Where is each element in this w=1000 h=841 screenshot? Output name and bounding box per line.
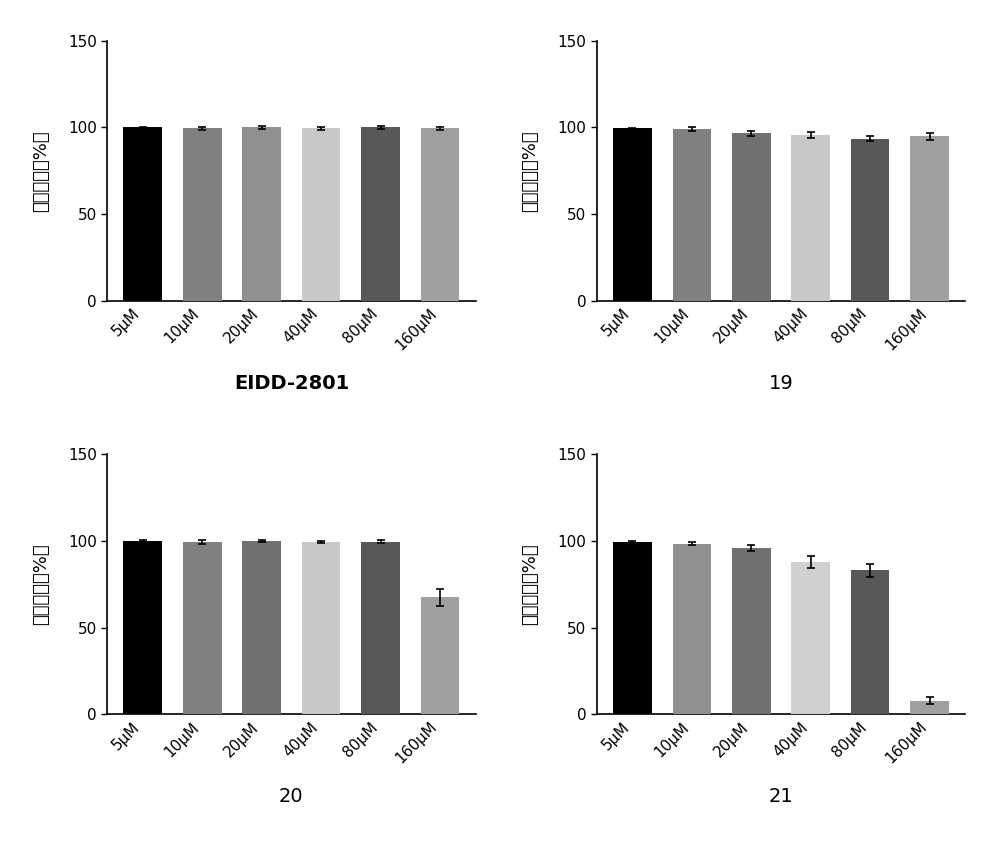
Bar [302,129,340,301]
Bar [851,570,889,714]
Text: 细胞活力（%）: 细胞活力（%） [32,543,50,625]
Bar [421,597,459,714]
X-axis label: 19: 19 [769,373,793,393]
Bar [910,136,949,301]
Bar [302,542,340,714]
Bar [613,129,652,301]
Bar [123,541,162,714]
Bar [910,701,949,714]
X-axis label: 21: 21 [769,787,793,807]
Text: 细胞活力（%）: 细胞活力（%） [32,130,50,212]
Text: 细胞活力（%）: 细胞活力（%） [521,543,539,625]
Bar [732,134,771,301]
Bar [361,128,400,301]
Bar [732,548,771,714]
Bar [421,129,459,301]
Bar [791,135,830,301]
Bar [183,542,222,714]
Bar [242,128,281,301]
Bar [123,128,162,301]
Text: 细胞活力（%）: 细胞活力（%） [521,130,539,212]
X-axis label: 20: 20 [279,787,304,807]
Bar [673,130,711,301]
X-axis label: EIDD-2801: EIDD-2801 [234,373,349,393]
Bar [851,139,889,301]
Bar [673,543,711,714]
Bar [361,542,400,714]
Bar [613,542,652,714]
Bar [242,541,281,714]
Bar [791,562,830,714]
Bar [183,129,222,301]
